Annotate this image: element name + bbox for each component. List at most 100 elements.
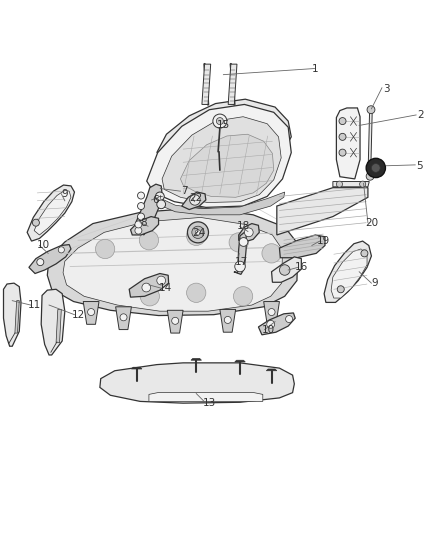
Circle shape xyxy=(239,238,248,246)
Polygon shape xyxy=(258,313,295,335)
Polygon shape xyxy=(34,190,71,235)
Circle shape xyxy=(157,276,166,285)
Polygon shape xyxy=(167,310,183,333)
Polygon shape xyxy=(56,310,61,343)
Polygon shape xyxy=(220,310,236,332)
Polygon shape xyxy=(279,235,325,258)
Polygon shape xyxy=(131,216,159,235)
Circle shape xyxy=(268,309,275,316)
Text: 5: 5 xyxy=(416,161,423,171)
Circle shape xyxy=(337,286,344,293)
Polygon shape xyxy=(83,302,99,324)
Polygon shape xyxy=(29,245,71,273)
Text: 19: 19 xyxy=(317,236,330,246)
Circle shape xyxy=(366,158,385,177)
Polygon shape xyxy=(228,64,237,104)
Circle shape xyxy=(95,239,115,259)
Circle shape xyxy=(135,221,142,228)
Polygon shape xyxy=(336,108,360,179)
Text: 17: 17 xyxy=(235,257,248,267)
Text: 9: 9 xyxy=(371,278,378,288)
Circle shape xyxy=(190,195,200,205)
Circle shape xyxy=(155,192,164,201)
Polygon shape xyxy=(63,217,283,311)
Polygon shape xyxy=(131,367,142,369)
Circle shape xyxy=(367,106,375,114)
Text: 22: 22 xyxy=(190,193,203,203)
Text: 12: 12 xyxy=(71,310,85,320)
Polygon shape xyxy=(266,369,277,371)
Text: 7: 7 xyxy=(180,186,187,196)
Circle shape xyxy=(339,118,346,125)
Polygon shape xyxy=(235,360,245,362)
Text: 2: 2 xyxy=(417,110,424,120)
Text: 10: 10 xyxy=(36,240,49,251)
Circle shape xyxy=(361,250,368,257)
Circle shape xyxy=(139,231,159,250)
Circle shape xyxy=(192,226,204,238)
Text: 1: 1 xyxy=(312,64,319,75)
Polygon shape xyxy=(272,257,301,282)
Circle shape xyxy=(216,118,223,125)
Polygon shape xyxy=(27,185,74,241)
Text: 6: 6 xyxy=(152,195,159,205)
Polygon shape xyxy=(202,64,211,104)
Polygon shape xyxy=(333,182,369,187)
Polygon shape xyxy=(180,134,274,197)
Circle shape xyxy=(244,228,253,237)
Circle shape xyxy=(140,287,159,306)
Polygon shape xyxy=(239,223,259,242)
Circle shape xyxy=(279,265,290,275)
Text: 13: 13 xyxy=(203,398,216,408)
Circle shape xyxy=(235,261,245,272)
Polygon shape xyxy=(182,192,206,209)
Circle shape xyxy=(336,181,343,187)
Circle shape xyxy=(142,283,151,292)
Circle shape xyxy=(233,287,253,306)
Circle shape xyxy=(195,230,201,235)
Polygon shape xyxy=(149,393,263,401)
Polygon shape xyxy=(116,307,131,329)
Circle shape xyxy=(339,133,346,140)
Text: 9: 9 xyxy=(61,189,68,199)
Circle shape xyxy=(224,317,231,324)
Text: 14: 14 xyxy=(159,284,172,293)
Text: 18: 18 xyxy=(237,221,250,231)
Circle shape xyxy=(157,200,166,209)
Polygon shape xyxy=(147,104,291,207)
Circle shape xyxy=(267,320,275,328)
Polygon shape xyxy=(100,363,294,403)
Circle shape xyxy=(37,259,44,265)
Circle shape xyxy=(138,203,145,209)
Text: 11: 11 xyxy=(28,300,41,310)
Text: 3: 3 xyxy=(383,84,390,94)
Circle shape xyxy=(366,172,374,180)
Polygon shape xyxy=(234,232,246,274)
Text: 16: 16 xyxy=(295,262,308,272)
Circle shape xyxy=(120,314,127,321)
Text: 24: 24 xyxy=(193,228,206,238)
Circle shape xyxy=(32,219,39,226)
Circle shape xyxy=(286,316,293,322)
Polygon shape xyxy=(15,301,19,333)
Circle shape xyxy=(187,226,206,246)
Circle shape xyxy=(262,244,281,263)
Circle shape xyxy=(371,164,380,172)
Polygon shape xyxy=(264,302,279,324)
Polygon shape xyxy=(277,188,368,235)
Circle shape xyxy=(339,149,346,156)
Polygon shape xyxy=(155,192,285,215)
Polygon shape xyxy=(331,249,367,298)
Polygon shape xyxy=(136,184,162,235)
Circle shape xyxy=(138,192,145,199)
Circle shape xyxy=(187,222,208,243)
Polygon shape xyxy=(162,117,281,203)
Text: 8: 8 xyxy=(140,217,147,228)
Circle shape xyxy=(88,309,95,316)
Circle shape xyxy=(187,283,206,302)
Polygon shape xyxy=(157,99,291,152)
Polygon shape xyxy=(129,273,169,297)
Circle shape xyxy=(229,233,248,252)
Text: 20: 20 xyxy=(365,217,378,228)
Text: 10: 10 xyxy=(261,325,275,335)
